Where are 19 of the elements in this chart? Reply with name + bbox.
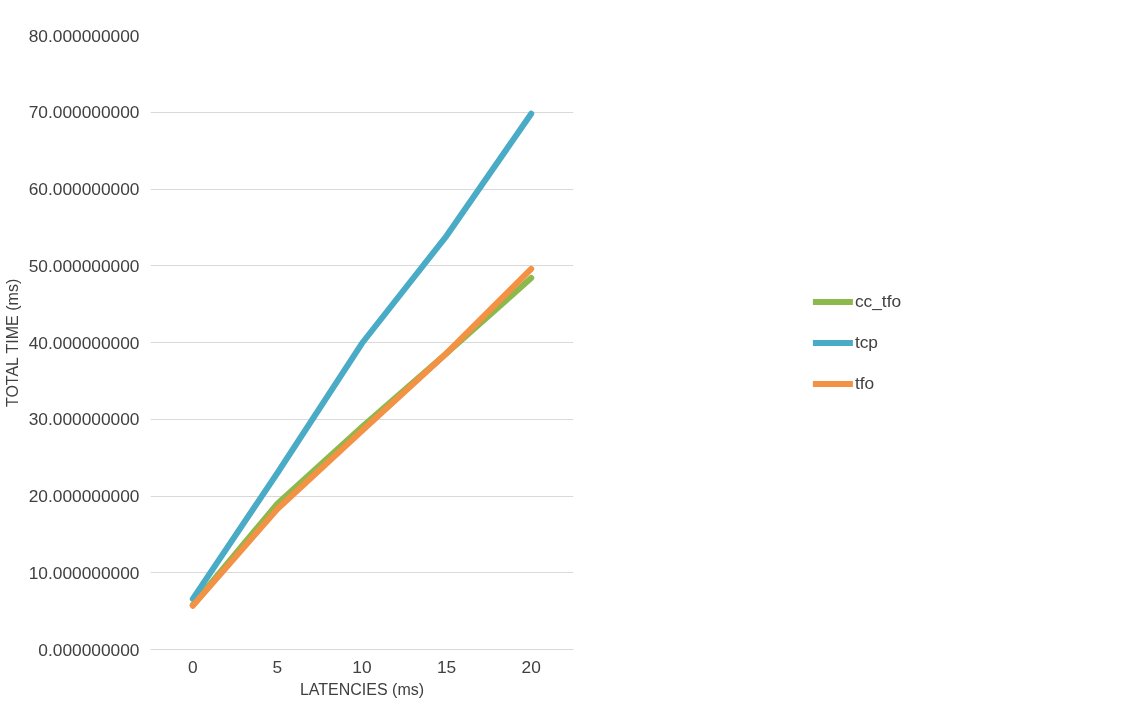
legend-label: cc_tfo xyxy=(854,290,902,312)
y-tick-label: 80.000000000 xyxy=(28,25,140,46)
y-tick-label: 50.000000000 xyxy=(28,255,140,276)
x-tick-label: 0 xyxy=(187,656,198,677)
y-tick-label: 20.000000000 xyxy=(28,486,140,506)
y-tick-label: 10.000000000 xyxy=(28,562,140,583)
legend-label: tcp xyxy=(854,331,879,353)
x-tick-label: 20 xyxy=(521,656,541,677)
x-tick-label: 5 xyxy=(272,656,283,677)
x-axis-title: LATENCIES (ms) xyxy=(299,680,425,698)
y-tick-label: 70.000000000 xyxy=(28,102,140,123)
y-tick-label: 30.000000000 xyxy=(28,409,140,430)
legend-label: tfo xyxy=(854,372,875,394)
x-tick-label: 10 xyxy=(352,656,372,677)
y-tick-label: 40.000000000 xyxy=(28,332,140,353)
y-tick-label: 60.000000000 xyxy=(28,179,140,199)
y-axis-title: TOTAL TIME (ms) xyxy=(3,278,21,408)
x-tick-label: 15 xyxy=(436,656,457,677)
y-tick-label: 0.000000000 xyxy=(38,639,140,660)
